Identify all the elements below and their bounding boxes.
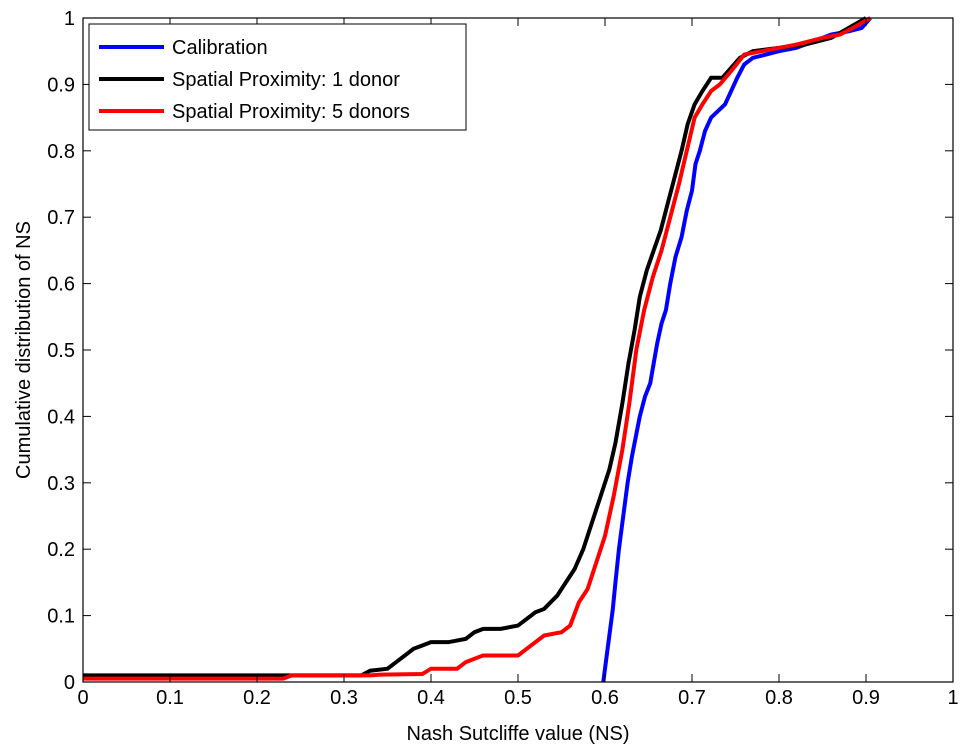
y-tick-label: 0.2 [47,539,75,561]
legend-label-3: Spatial Proximity: 5 donors [172,101,410,123]
y-tick-label: 1 [64,8,75,30]
x-tick-label: 0.5 [504,687,532,709]
y-tick-label: 0.6 [47,274,75,296]
axes: 0 0.1 0.2 0.3 0.4 0.5 0.6 0.7 0.8 0.9 1 0 0.1 0.2 0.3 0… [47,8,958,709]
y-tick-label: 0 [64,672,75,694]
y-tick-label: 0.9 [47,74,75,96]
x-axis-label: Nash Sutcliffe value (NS) [406,723,629,745]
y-tick-label: 0.4 [47,406,75,428]
x-tick-label: 0.6 [591,687,619,709]
x-tick-label: 1 [947,687,958,709]
x-tick-label: 0.4 [417,687,445,709]
x-tick-label: 0.1 [156,687,184,709]
x-tick-label: 0.8 [765,687,793,709]
series-line-2 [83,16,867,678]
legend-label-2: Spatial Proximity: 1 donor [172,69,400,91]
series-line-1 [601,16,872,683]
legend-label-1: Calibration [172,37,268,59]
y-tick-label: 0.5 [47,340,75,362]
y-tick-label: 0.7 [47,207,75,229]
y-tick-label: 0.1 [47,606,75,628]
x-tick-label: 0.9 [852,687,880,709]
y-tick-label: 0.3 [47,473,75,495]
x-tick-label: 0.2 [243,687,271,709]
x-tick-label: 0.3 [330,687,358,709]
x-tick-label: 0.7 [678,687,706,709]
y-tick-label: 0.8 [47,141,75,163]
series-line-3 [83,16,872,681]
legend: Calibration Spatial Proximity: 1 donor Spa… [88,23,467,131]
x-tick-label: 0 [77,687,88,709]
y-axis-label: Cumulative distribution of NS [13,221,35,479]
